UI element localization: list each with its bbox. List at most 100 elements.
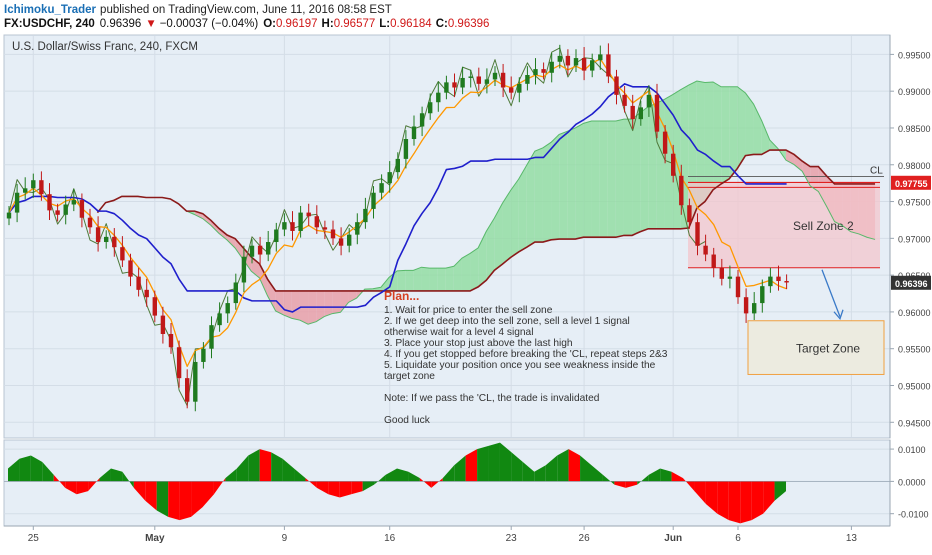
- osc-bar: [362, 481, 375, 492]
- candle: [176, 340, 182, 388]
- time-tick-label: May: [145, 533, 165, 544]
- cloud-segment-bullish: [542, 142, 552, 243]
- osc-bar: [442, 465, 455, 482]
- osc-tick-label: 0.0000: [898, 477, 926, 487]
- candle-body: [63, 204, 68, 215]
- cloud-segment-bullish: [713, 81, 722, 190]
- osc-bar: [271, 452, 283, 482]
- cloud-segment-bullish: [567, 127, 576, 240]
- candle-body: [355, 222, 360, 235]
- osc-bar: [156, 481, 169, 517]
- cloud-segment-bearish: [235, 238, 244, 260]
- oscillator-pane[interactable]: [3, 439, 891, 527]
- candle: [671, 144, 676, 183]
- price-label-box: [891, 275, 931, 290]
- osc-bar: [728, 481, 741, 524]
- osc-bar: [625, 481, 638, 488]
- osc-bar: [717, 481, 729, 521]
- candle-body: [217, 313, 222, 326]
- sell-zone-label: Sell Zone 2: [793, 219, 854, 233]
- cloud-segment-bullish: [413, 267, 422, 291]
- candle-body: [330, 229, 336, 239]
- candle-body: [638, 107, 643, 120]
- candle: [355, 213, 360, 245]
- osc-bar: [168, 481, 180, 521]
- osc-bar: [511, 452, 523, 482]
- candle-body: [484, 79, 490, 84]
- osc-bar: [316, 481, 329, 495]
- osc-bar: [328, 481, 340, 498]
- candle: [168, 322, 174, 354]
- candle-body: [314, 216, 319, 228]
- candle-body: [193, 361, 198, 402]
- cloud-segment-bullish: [551, 134, 560, 240]
- time-axis[interactable]: 25 May 9 16 23 26 Jun 6 13: [4, 525, 890, 544]
- author-link[interactable]: Ichimoku_Trader: [4, 4, 97, 16]
- cloud-segment-bullish: [502, 190, 511, 265]
- osc-bar: [545, 455, 558, 482]
- cloud-segment-bullish: [461, 253, 471, 291]
- ohlc-low-label: L:: [379, 18, 390, 30]
- candle-body: [581, 58, 587, 71]
- time-tick-label: 13: [846, 533, 858, 544]
- projection-arrow: [821, 269, 841, 317]
- candle: [776, 265, 781, 291]
- candle: [622, 86, 627, 113]
- candle: [492, 66, 498, 87]
- time-tick-label: 9: [282, 533, 288, 544]
- candle: [249, 239, 255, 264]
- osc-bar: [191, 481, 203, 517]
- osc-bar: [19, 455, 31, 482]
- osc-bar: [499, 442, 512, 482]
- chart-title: U.S. Dollar/Swiss Franc, 240, FXCM: [12, 41, 198, 53]
- candle-body: [679, 175, 684, 206]
- price-change: −0.00037 (−0.04%): [160, 18, 259, 30]
- candle: [290, 211, 295, 241]
- candle: [31, 173, 36, 198]
- candle-body: [387, 172, 392, 184]
- candle-body: [23, 188, 28, 193]
- candle: [703, 234, 708, 262]
- cloud-segment-bullish: [632, 112, 641, 236]
- candle-body: [622, 94, 627, 106]
- candle-body: [476, 76, 481, 84]
- candle: [614, 69, 619, 105]
- cloud-segment-bearish: [202, 213, 211, 226]
- candle: [662, 125, 668, 164]
- cloud-segment-bullish: [486, 218, 495, 281]
- candle-body: [614, 76, 619, 95]
- cloud-segment-bearish: [794, 154, 803, 172]
- osc-bar: [580, 455, 592, 482]
- candle: [525, 66, 530, 91]
- oscillator-axis[interactable]: 0.0100 0.0000 -0.0100: [889, 440, 929, 526]
- candle: [104, 230, 109, 249]
- candle: [55, 203, 60, 222]
- candle: [79, 193, 85, 228]
- price-pane[interactable]: Sell Zone 2 CL Target Zone U.S. Dollar/Swi…: [3, 34, 891, 439]
- price-tick-label: 0.98500: [898, 124, 931, 134]
- osc-bar: [110, 468, 123, 482]
- price-axis[interactable]: 0.99500 0.99000 0.98500 0.98000 0.97500 0.970…: [889, 35, 931, 438]
- candle-body: [695, 222, 700, 246]
- cloud-segment-bullish: [518, 165, 527, 252]
- osc-bar: [534, 465, 546, 482]
- candle: [257, 236, 263, 265]
- candle-body: [533, 69, 538, 75]
- cloud-segment-bearish: [324, 290, 333, 317]
- osc-bar: [42, 462, 54, 482]
- osc-bar: [65, 481, 77, 495]
- candle-body: [290, 222, 295, 231]
- ohlc-open: 0.96197: [276, 18, 318, 30]
- candle-body: [557, 55, 562, 62]
- candle: [679, 164, 684, 215]
- cloud-segment-bullish: [623, 119, 633, 236]
- candle-body: [120, 247, 125, 261]
- candle: [476, 67, 481, 91]
- osc-bar: [225, 468, 237, 482]
- candle-body: [363, 208, 368, 223]
- candle: [241, 245, 247, 293]
- candle: [338, 227, 344, 256]
- candle-body: [225, 303, 230, 314]
- candle-body: [168, 333, 174, 348]
